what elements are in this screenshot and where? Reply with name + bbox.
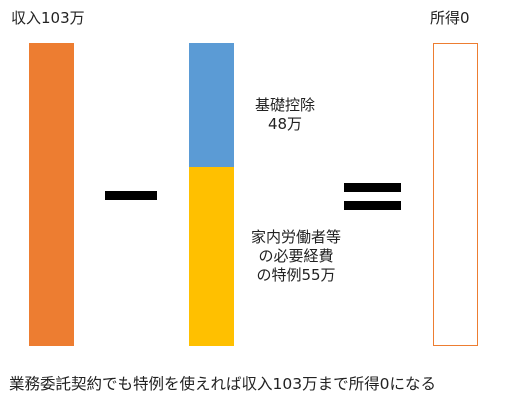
- home-worker-expense-line-2: の必要経費: [258, 247, 334, 265]
- home-worker-expense-label: 家内労働者等 の必要経費 の特例55万: [236, 228, 356, 285]
- basic-deduction-segment: [189, 43, 234, 167]
- equals-sign-top-bar: [344, 183, 401, 192]
- zero-income-bar: [433, 43, 478, 346]
- basic-deduction-line-2: 48万: [267, 115, 303, 133]
- minus-sign: [105, 191, 157, 200]
- home-worker-expense-line-3: の特例55万: [256, 266, 336, 284]
- home-worker-expense-segment: [189, 167, 234, 346]
- income-label: 収入103万: [11, 9, 85, 27]
- caption: 業務委託契約でも特例を使えれば収入103万まで所得0になる: [9, 375, 436, 393]
- basic-deduction-line-1: 基礎控除: [254, 96, 315, 114]
- zero-income-label: 所得0: [430, 9, 470, 27]
- equals-sign-bottom-bar: [344, 201, 401, 210]
- basic-deduction-label: 基礎控除 48万: [240, 96, 330, 134]
- income-bar: [29, 43, 74, 346]
- home-worker-expense-line-1: 家内労働者等: [250, 228, 341, 246]
